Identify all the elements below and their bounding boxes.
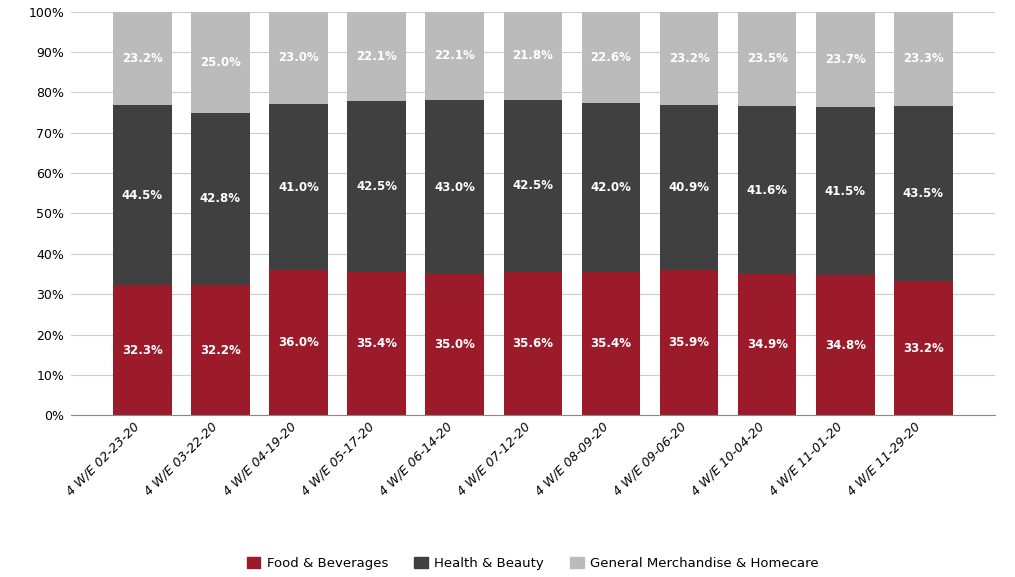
Bar: [738, 12, 797, 106]
Bar: [425, 100, 484, 274]
Bar: [113, 285, 172, 415]
Legend: Food & Beverages, Health & Beauty, General Merchandise & Homecare: Food & Beverages, Health & Beauty, Gener…: [242, 551, 824, 575]
Text: 21.8%: 21.8%: [513, 50, 553, 62]
Text: 41.0%: 41.0%: [278, 181, 319, 194]
Bar: [894, 282, 953, 415]
Bar: [894, 106, 953, 282]
Bar: [660, 105, 719, 271]
Bar: [582, 103, 640, 272]
Text: 25.0%: 25.0%: [200, 55, 241, 69]
Bar: [269, 270, 328, 415]
Text: 35.0%: 35.0%: [434, 338, 475, 351]
Text: 36.0%: 36.0%: [278, 336, 319, 349]
Text: 23.0%: 23.0%: [278, 51, 319, 65]
Text: 23.2%: 23.2%: [669, 52, 709, 65]
Text: 35.9%: 35.9%: [669, 336, 709, 350]
Bar: [816, 12, 875, 107]
Bar: [347, 12, 406, 101]
Bar: [113, 105, 172, 285]
Bar: [503, 272, 562, 415]
Text: 35.4%: 35.4%: [356, 338, 397, 350]
Text: 44.5%: 44.5%: [122, 189, 162, 201]
Text: 23.7%: 23.7%: [825, 53, 866, 66]
Text: 22.1%: 22.1%: [434, 49, 475, 62]
Text: 41.6%: 41.6%: [747, 184, 788, 197]
Text: 35.6%: 35.6%: [513, 337, 553, 350]
Bar: [347, 101, 406, 272]
Bar: [425, 11, 484, 100]
Text: 43.5%: 43.5%: [903, 187, 944, 200]
Bar: [660, 12, 719, 105]
Text: 33.2%: 33.2%: [903, 342, 944, 355]
Text: 22.6%: 22.6%: [591, 51, 631, 63]
Bar: [582, 12, 640, 103]
Bar: [425, 274, 484, 415]
Text: 41.5%: 41.5%: [825, 185, 866, 197]
Bar: [816, 275, 875, 415]
Bar: [894, 12, 953, 106]
Bar: [269, 12, 328, 104]
Text: 23.3%: 23.3%: [903, 52, 944, 65]
Bar: [503, 100, 562, 272]
Text: 43.0%: 43.0%: [434, 181, 475, 194]
Bar: [503, 12, 562, 100]
Text: 23.2%: 23.2%: [122, 52, 162, 65]
Text: 32.3%: 32.3%: [122, 344, 162, 357]
Text: 42.0%: 42.0%: [591, 181, 631, 194]
Bar: [738, 106, 797, 275]
Bar: [269, 104, 328, 270]
Bar: [582, 272, 640, 415]
Text: 42.5%: 42.5%: [356, 180, 397, 193]
Bar: [113, 12, 172, 105]
Bar: [816, 107, 875, 275]
Text: 40.9%: 40.9%: [669, 181, 709, 194]
Text: 23.5%: 23.5%: [747, 53, 788, 66]
Text: 34.9%: 34.9%: [747, 339, 788, 351]
Bar: [347, 272, 406, 415]
Bar: [191, 113, 250, 286]
Text: 34.8%: 34.8%: [825, 339, 866, 351]
Bar: [191, 12, 250, 113]
Bar: [191, 286, 250, 415]
Text: 42.5%: 42.5%: [513, 179, 553, 192]
Text: 35.4%: 35.4%: [591, 338, 631, 350]
Bar: [738, 275, 797, 415]
Text: 42.8%: 42.8%: [200, 193, 241, 205]
Bar: [660, 271, 719, 415]
Text: 32.2%: 32.2%: [200, 344, 241, 357]
Text: 22.1%: 22.1%: [356, 50, 397, 63]
